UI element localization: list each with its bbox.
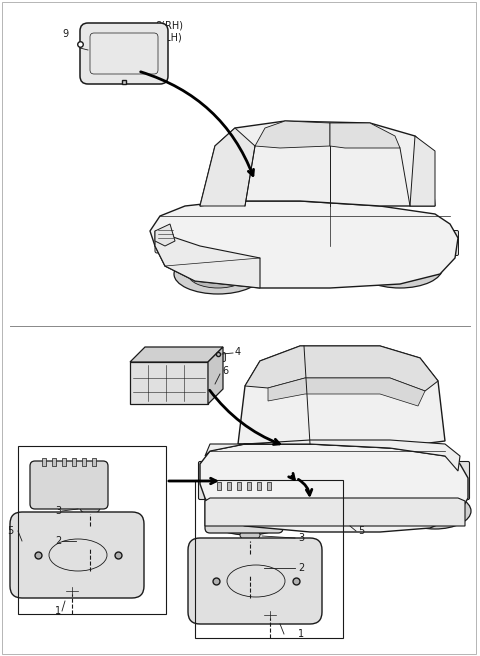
Polygon shape [238, 346, 445, 448]
Text: 3: 3 [298, 533, 304, 543]
Polygon shape [72, 458, 76, 466]
Text: 1: 1 [55, 606, 61, 616]
Text: 6: 6 [222, 366, 228, 376]
Ellipse shape [220, 503, 276, 529]
Ellipse shape [188, 260, 248, 288]
Text: 4: 4 [235, 347, 241, 357]
FancyBboxPatch shape [10, 512, 144, 598]
Polygon shape [205, 440, 460, 471]
FancyBboxPatch shape [80, 23, 168, 84]
FancyBboxPatch shape [30, 461, 108, 509]
Polygon shape [245, 346, 438, 391]
Ellipse shape [399, 493, 471, 529]
Polygon shape [227, 482, 231, 490]
FancyBboxPatch shape [445, 230, 458, 255]
Polygon shape [82, 458, 86, 466]
Polygon shape [330, 123, 400, 148]
Ellipse shape [427, 506, 444, 516]
Ellipse shape [358, 248, 443, 288]
Polygon shape [150, 201, 458, 288]
Polygon shape [410, 136, 435, 206]
FancyBboxPatch shape [205, 485, 283, 533]
Polygon shape [217, 482, 221, 490]
Polygon shape [237, 482, 241, 490]
Polygon shape [130, 347, 223, 362]
FancyBboxPatch shape [76, 526, 104, 550]
Ellipse shape [208, 269, 228, 279]
Text: 8(RH): 8(RH) [155, 21, 183, 31]
Text: 7(LH): 7(LH) [155, 32, 182, 42]
Ellipse shape [174, 254, 262, 294]
FancyBboxPatch shape [199, 462, 212, 499]
Text: 9: 9 [62, 29, 68, 39]
Polygon shape [268, 378, 425, 406]
Polygon shape [247, 482, 251, 490]
Ellipse shape [263, 611, 277, 619]
Ellipse shape [65, 587, 79, 595]
Polygon shape [92, 458, 96, 466]
Polygon shape [200, 128, 255, 206]
Polygon shape [200, 444, 468, 532]
Polygon shape [62, 458, 66, 466]
Ellipse shape [371, 254, 429, 282]
Polygon shape [267, 482, 271, 490]
Text: 5: 5 [7, 526, 13, 536]
Text: 1: 1 [298, 629, 304, 639]
Text: 5: 5 [358, 526, 364, 536]
Polygon shape [155, 224, 175, 246]
FancyBboxPatch shape [456, 462, 469, 499]
Polygon shape [208, 347, 223, 404]
Ellipse shape [391, 263, 409, 273]
Text: 3: 3 [55, 506, 61, 516]
Polygon shape [130, 362, 208, 404]
FancyBboxPatch shape [155, 237, 181, 253]
Polygon shape [155, 231, 260, 288]
FancyBboxPatch shape [236, 554, 264, 578]
FancyBboxPatch shape [188, 538, 322, 624]
FancyBboxPatch shape [309, 503, 371, 525]
Text: 2: 2 [55, 536, 61, 546]
Polygon shape [42, 458, 46, 466]
Polygon shape [257, 482, 261, 490]
Polygon shape [255, 121, 330, 148]
Polygon shape [205, 498, 465, 526]
Polygon shape [52, 458, 56, 466]
FancyBboxPatch shape [208, 352, 226, 361]
Ellipse shape [80, 502, 100, 514]
Ellipse shape [240, 529, 260, 541]
Ellipse shape [410, 499, 460, 523]
Ellipse shape [239, 512, 257, 520]
Ellipse shape [207, 497, 289, 535]
Text: 2: 2 [298, 563, 304, 573]
Polygon shape [200, 121, 435, 206]
